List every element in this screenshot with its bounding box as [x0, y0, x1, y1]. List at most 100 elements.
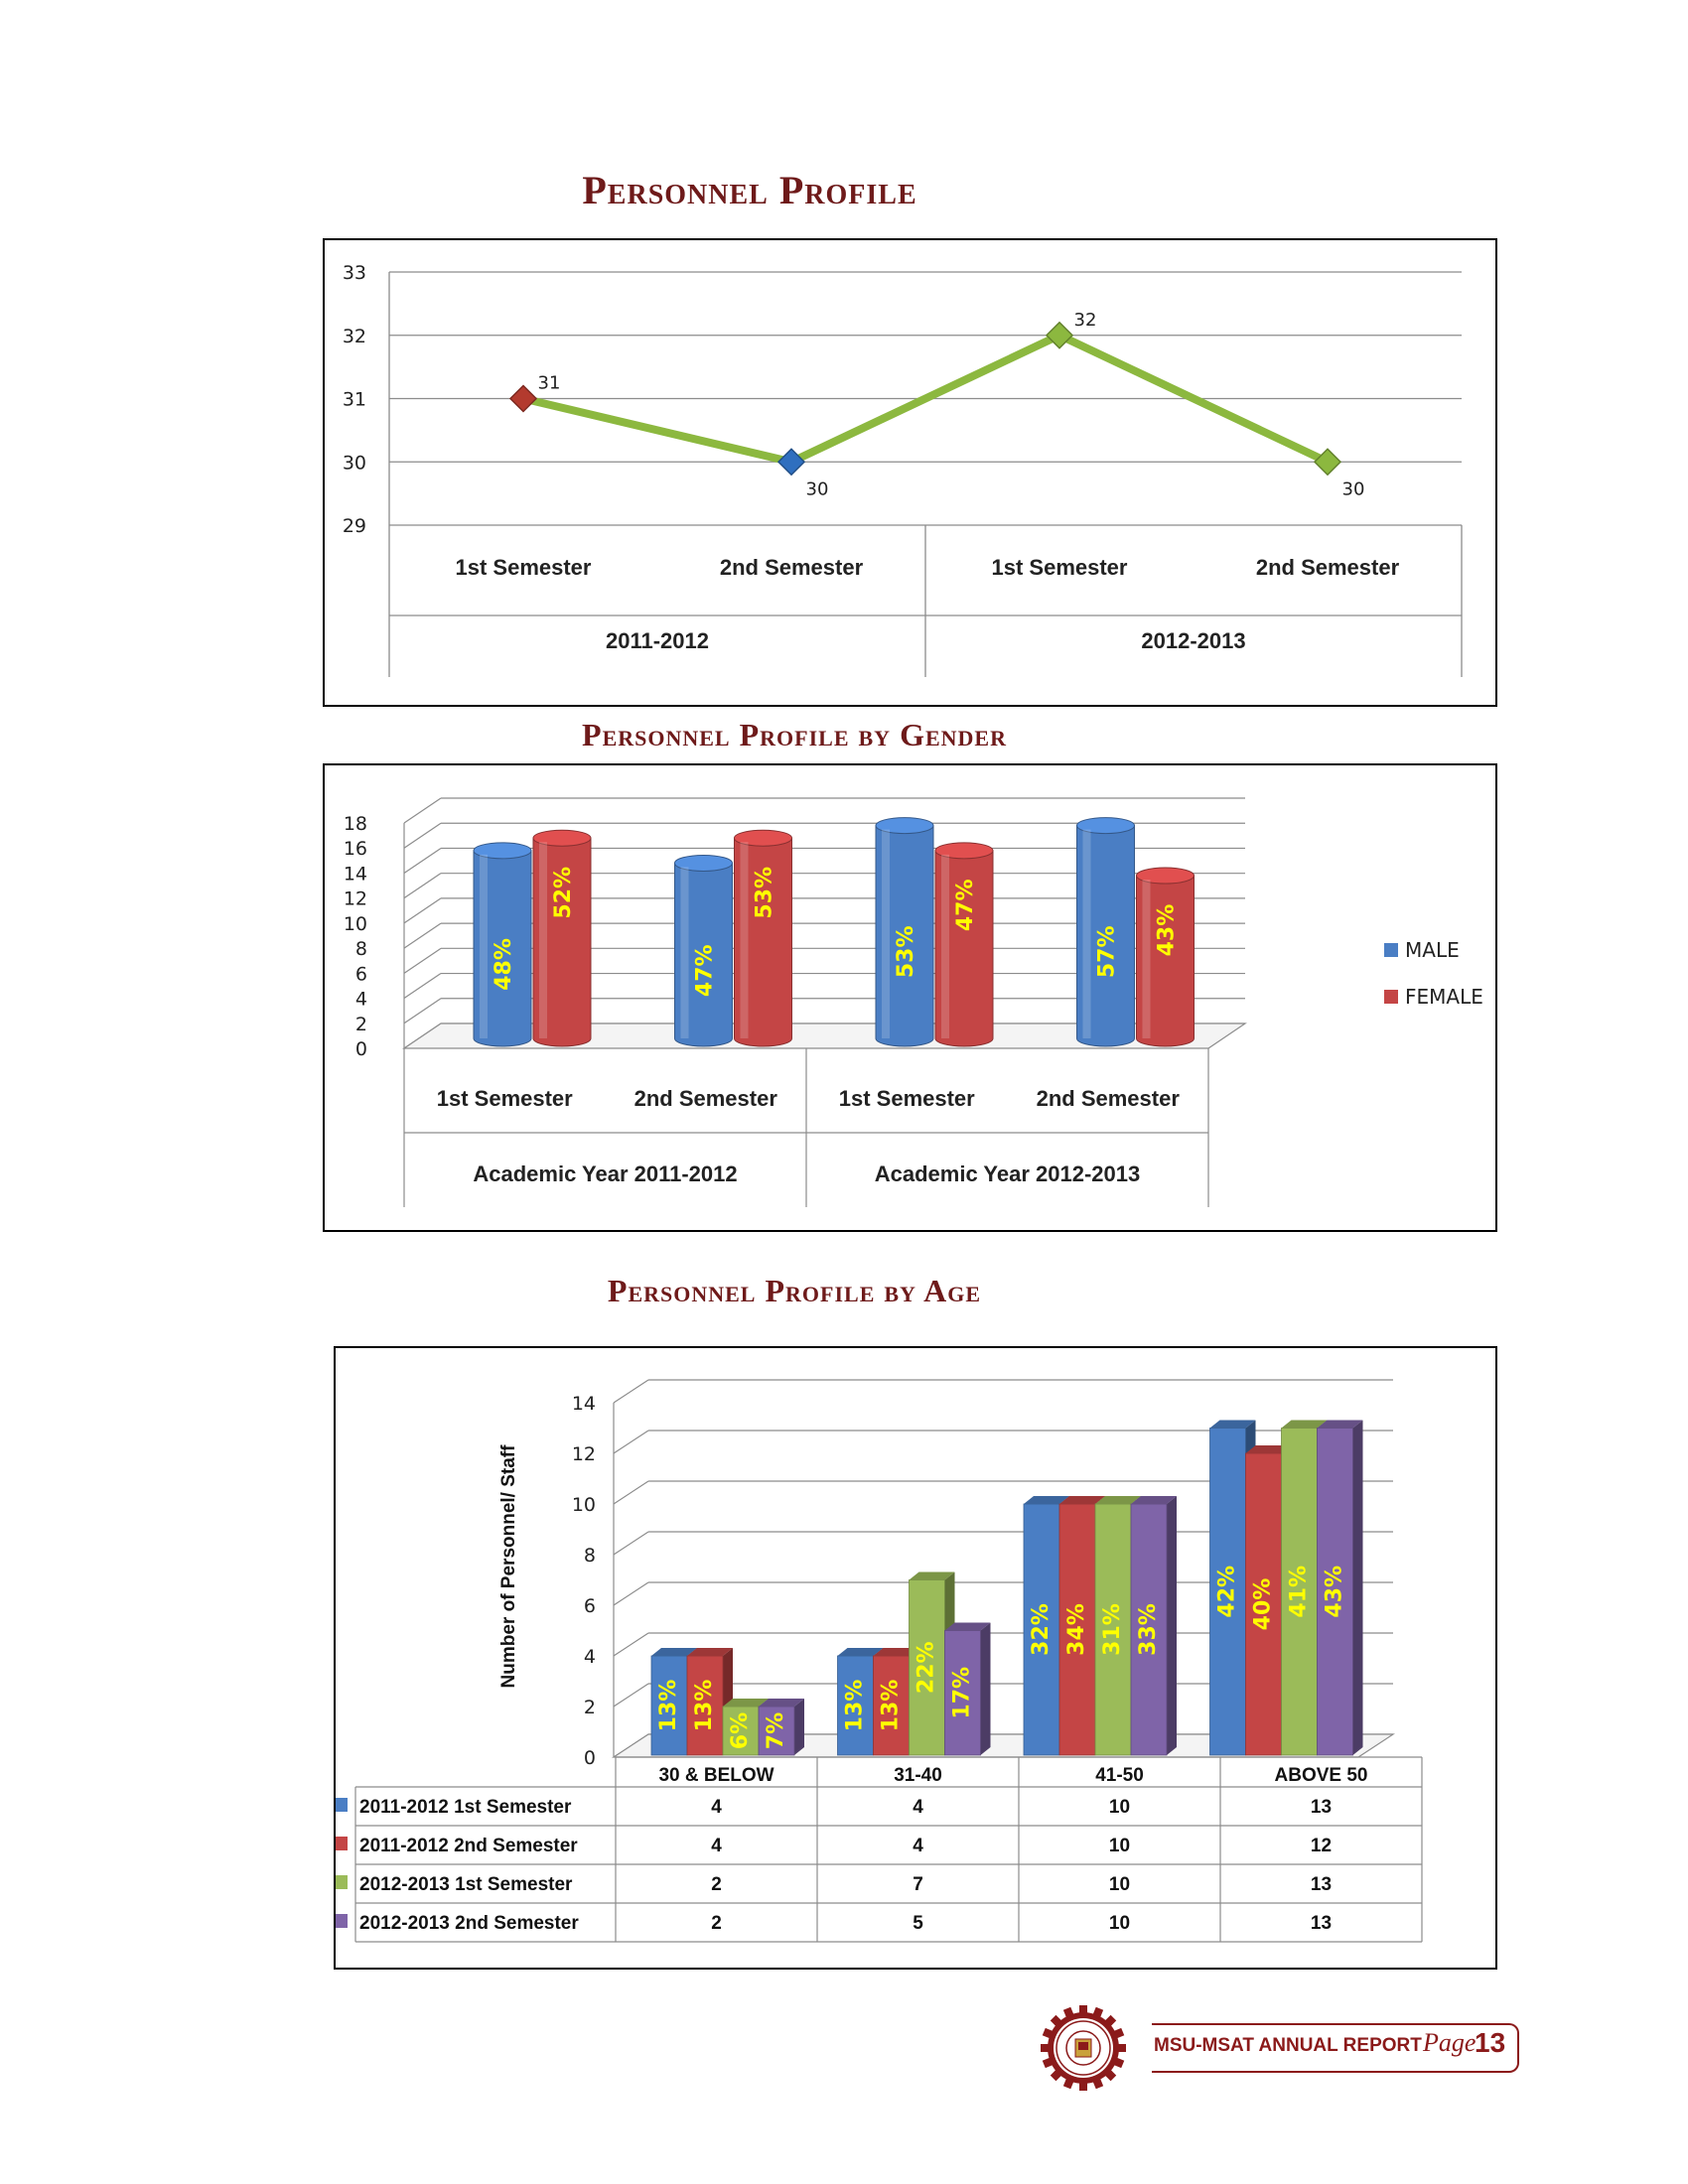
- bar-face: [837, 1655, 874, 1756]
- data-label: 33%: [1136, 1603, 1161, 1656]
- data-label: 17%: [950, 1667, 975, 1719]
- x-category-label: 30 & BELOW: [658, 1765, 774, 1786]
- y-tick-label: 0: [584, 1747, 596, 1769]
- bar-side: [794, 1699, 804, 1755]
- x-category-label: ABOVE 50: [1275, 1765, 1368, 1786]
- bar-top: [532, 829, 592, 847]
- bar-top: [875, 817, 934, 835]
- gridline-depth: [613, 1531, 649, 1556]
- gridline-depth: [613, 1480, 649, 1505]
- bar-body: [875, 825, 934, 1047]
- bar-face: [909, 1579, 945, 1756]
- bar: [1317, 1420, 1363, 1756]
- table-row-label: 2011-2012 2nd Semester: [359, 1836, 578, 1856]
- data-label: 34%: [1064, 1603, 1089, 1656]
- chart1-title: Personnel Profile: [582, 168, 917, 212]
- y-tick-label: 8: [584, 1545, 596, 1567]
- y-tick-label: 2: [584, 1697, 596, 1718]
- x-category-label: 2nd Semester: [1256, 555, 1400, 580]
- footer-page-label: Page: [1423, 2028, 1477, 2057]
- gear-tooth: [1062, 2006, 1074, 2018]
- bar-male: [1076, 817, 1135, 1047]
- table-cell: 10: [1109, 1797, 1130, 1818]
- data-label: 40%: [1251, 1578, 1276, 1631]
- y-tick-label: 14: [572, 1393, 596, 1415]
- bar-female: [934, 842, 994, 1047]
- y-tick-label: 8: [355, 938, 367, 960]
- gear-tooth: [1079, 2005, 1087, 2013]
- bar-top: [1209, 1420, 1256, 1429]
- bar-top: [734, 829, 792, 847]
- data-label: 52%: [551, 867, 576, 919]
- data-label: 43%: [1323, 1566, 1347, 1618]
- gridline-depth: [613, 1379, 649, 1404]
- data-point-marker: [508, 384, 538, 413]
- table-legend-key: [336, 1875, 348, 1889]
- bar-top: [687, 1648, 733, 1656]
- bar-female: [734, 829, 792, 1047]
- data-label: 22%: [914, 1641, 939, 1694]
- gear-tooth: [1041, 2044, 1049, 2052]
- bar-top: [674, 854, 733, 872]
- table-cell: 10: [1109, 1913, 1130, 1934]
- y-tick-label: 4: [584, 1646, 596, 1668]
- data-label: 48%: [492, 938, 516, 991]
- university-seal-icon: [1041, 2005, 1126, 2091]
- x-group-label: 2011-2012: [606, 628, 709, 653]
- data-label: 42%: [1215, 1566, 1240, 1618]
- gridline-depth: [403, 897, 442, 924]
- bar-chart-gender: 0 2 4 6 8 10 12 14 16 18 1st Semester 2nd Semester 1…: [323, 763, 1497, 1232]
- data-label: 30: [806, 478, 829, 499]
- bar-top: [1317, 1420, 1363, 1429]
- data-point-marker: [776, 448, 806, 477]
- bar-male: [473, 842, 532, 1047]
- y-tick-label: 30: [343, 452, 366, 474]
- data-label: 7%: [764, 1712, 788, 1749]
- gear-tooth: [1118, 2044, 1126, 2052]
- gridline-depth: [403, 873, 442, 899]
- bar-top: [759, 1699, 804, 1706]
- bar-female: [1136, 867, 1195, 1047]
- data-label: 32: [1074, 310, 1097, 331]
- table-row-label: 2011-2012 1st Semester: [359, 1797, 572, 1818]
- data-label: 13%: [879, 1680, 904, 1732]
- gear-tooth: [1092, 2006, 1104, 2018]
- table-row-label: 2012-2013 1st Semester: [359, 1874, 573, 1895]
- bar-body: [674, 862, 733, 1047]
- bar-face: [1058, 1503, 1096, 1756]
- gear-tooth: [1113, 2027, 1125, 2039]
- bar-body: [1136, 875, 1195, 1047]
- table-cell: 13: [1311, 1913, 1332, 1934]
- bar-body: [1076, 825, 1135, 1047]
- bar-top: [944, 1622, 991, 1631]
- bar-female: [532, 829, 592, 1047]
- table-cell: 2: [711, 1874, 722, 1895]
- data-label: 43%: [1155, 904, 1180, 957]
- x-category-label: 1st Semester: [456, 555, 592, 580]
- bar-top: [909, 1571, 955, 1580]
- bar-top: [1281, 1420, 1328, 1429]
- table-cell: 4: [711, 1797, 722, 1818]
- gridline-depth: [613, 1683, 649, 1707]
- data-label: 41%: [1287, 1566, 1312, 1618]
- x-category-label: 2nd Semester: [1037, 1086, 1181, 1111]
- bar-highlight: [480, 854, 488, 1038]
- table-legend-key: [336, 1837, 348, 1850]
- series-line: [522, 331, 1330, 467]
- bar-top: [651, 1648, 697, 1656]
- data-label: 31: [538, 373, 561, 394]
- table-row-label: 2012-2013 2nd Semester: [359, 1913, 579, 1934]
- bar-highlight: [941, 854, 949, 1038]
- bar-face: [1130, 1503, 1168, 1756]
- bar-top: [1136, 867, 1195, 885]
- data-label: 47%: [693, 944, 718, 997]
- y-tick-label: 6: [584, 1595, 596, 1617]
- y-tick-label: 14: [344, 863, 367, 885]
- data-label: 53%: [894, 925, 918, 978]
- bar-top: [473, 842, 532, 860]
- page-footer: MSU-MSAT ANNUAL REPORT Page 13: [1031, 2003, 1527, 2093]
- bar-face: [944, 1630, 981, 1756]
- bar-side: [1167, 1496, 1177, 1755]
- gridline-depth: [403, 973, 442, 1000]
- x-group-label: 2012-2013: [1141, 628, 1245, 653]
